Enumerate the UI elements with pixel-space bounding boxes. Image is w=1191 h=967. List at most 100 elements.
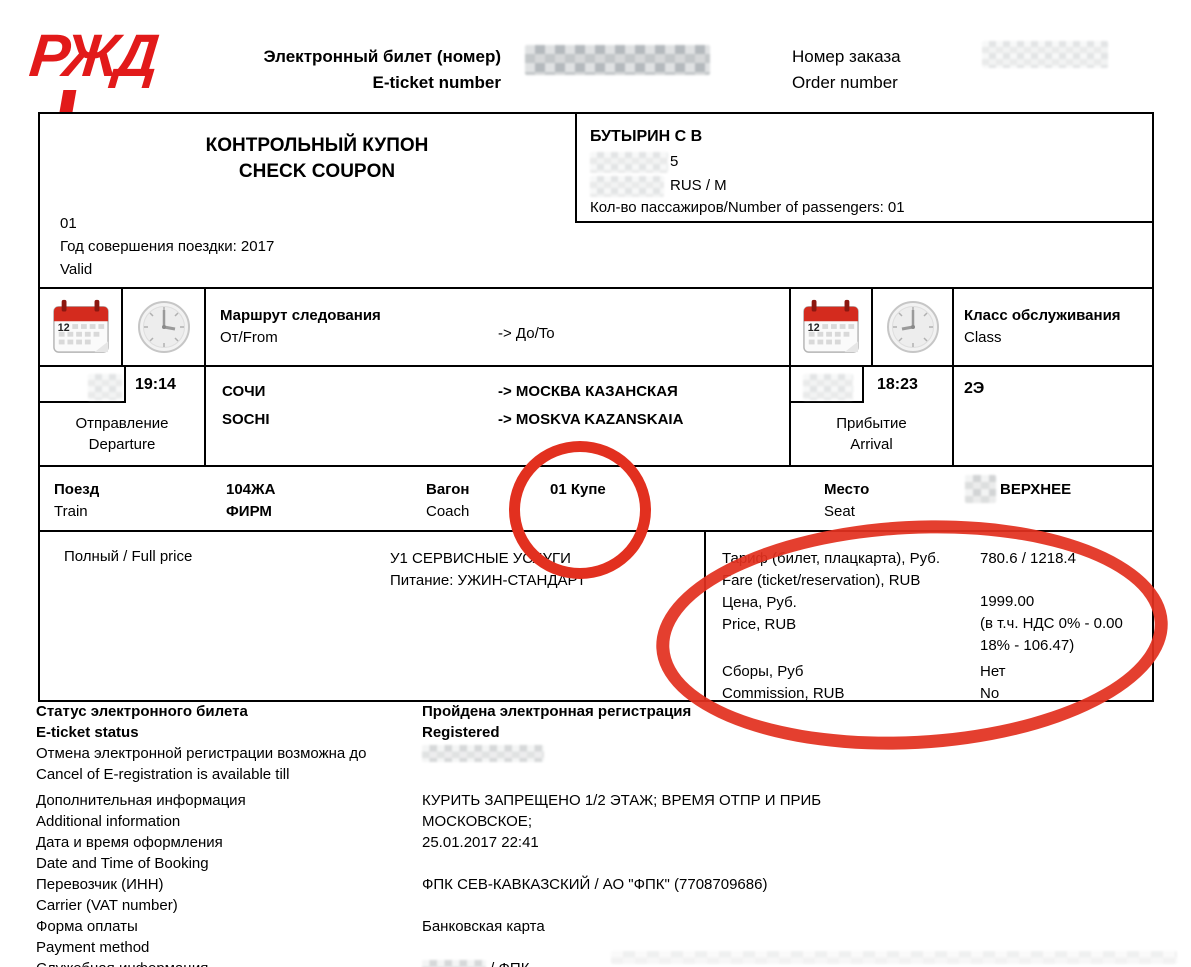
clock-icon <box>123 289 204 365</box>
booking-label-ru: Дата и время оформления <box>36 834 223 851</box>
eticket-label-en: E-ticket number <box>372 73 501 92</box>
fare-type: Полный / Full price <box>64 548 193 565</box>
divider <box>124 367 126 403</box>
eticket-number-redacted <box>525 45 710 75</box>
class-value: 2Э <box>964 380 985 397</box>
departure-label-ru: Отправление <box>75 415 169 432</box>
registered-ru: Пройдена электронная регистрация <box>422 703 692 720</box>
order-number-label: Номер заказа Order number <box>792 44 1012 96</box>
class-label-ru: Класс обслуживания <box>964 307 1121 324</box>
fees-label-en: Commission, RUB <box>722 685 845 702</box>
price-label-ru: Цена, Руб. <box>722 594 797 611</box>
additional-info-1: КУРИТЬ ЗАПРЕЩЕНО 1/2 ЭТАЖ; ВРЕМЯ ОТПР И … <box>422 792 822 809</box>
arrival-label-en: Arrival <box>850 436 893 453</box>
origin-en: SOCHI <box>222 411 270 428</box>
coupon-title: КОНТРОЛЬНЫЙ КУПОН CHECK COUPON <box>152 133 482 185</box>
arrival-date-redacted <box>803 374 853 400</box>
tariff-label-en: Fare (ticket/reservation), RUB <box>722 572 921 589</box>
registered-en: Registered <box>422 724 500 741</box>
rzd-logo: РЖД <box>26 22 159 89</box>
payment-label-ru: Форма оплаты <box>36 918 138 935</box>
passenger-box: БУТЫРИН С В 5 RUS / M Кол-во пассажиров/… <box>575 112 1154 223</box>
train-number: 104ЖА <box>226 481 276 498</box>
coupon-meta: 01 Год совершения поездки: 2017 Valid <box>60 212 274 281</box>
coupon-seq: 01 <box>60 215 77 232</box>
passenger-doc-redacted-1 <box>590 152 668 173</box>
tariff-value: 780.6 / 1218.4 <box>980 550 1076 567</box>
eticket-number-label: Электронный билет (номер) E-ticket numbe… <box>233 44 501 96</box>
arrival-calendar-cell: 12 <box>789 287 873 367</box>
annotation-circle-coach <box>509 441 651 579</box>
carrier-value: ФПК СЕВ-КАВКАЗСКИЙ / АО "ФПК" (770870968… <box>422 876 768 893</box>
seat-value: ВЕРХНЕЕ <box>1000 481 1072 498</box>
fees-value-ru: Нет <box>980 663 1006 680</box>
departure-label: Отправление Departure <box>40 413 204 455</box>
status-label-en: E-ticket status <box>36 724 139 741</box>
arrival-time: 18:23 <box>877 376 918 393</box>
cancel-deadline-redacted <box>422 745 544 762</box>
departure-calendar-cell: 12 <box>38 287 123 367</box>
departure-date-redacted <box>88 374 122 400</box>
cancel-deadline-redacted-line <box>422 743 1062 764</box>
status-right-column: Пройдена электронная регистрация Registe… <box>422 701 1062 967</box>
order-label-ru: Номер заказа <box>792 47 901 66</box>
cancel-label-ru: Отмена электронной регистрации возможна … <box>36 745 367 762</box>
service-info-line: / ФПК <box>422 958 1062 967</box>
fare-left-cell: Полный / Full price У1 СЕРВИСНЫЕ УСЛУГИ … <box>38 530 706 702</box>
route-from-label: От/From <box>220 329 278 346</box>
arrival-cell: 18:23 Прибытие Arrival <box>789 365 954 467</box>
svg-text:12: 12 <box>57 322 69 334</box>
additional-info-2: МОСКОВСКОЕ; <box>422 813 532 830</box>
seat-label-en: Seat <box>824 503 855 520</box>
passenger-doc-last-char: 5 <box>670 153 679 170</box>
fare-values-column: 780.6 / 1218.4 1999.00 (в т.ч. НДС 0% - … <box>980 548 1150 705</box>
train-label-ru: Поезд <box>54 481 100 498</box>
fees-value-en: No <box>980 685 1000 702</box>
status-label-ru: Статус электронного билета <box>36 703 248 720</box>
fees-label-ru: Сборы, Руб <box>722 663 804 680</box>
additional-label-en: Additional information <box>36 813 181 830</box>
arrival-label-ru: Прибытие <box>836 415 907 432</box>
payment-value: Банковская карта <box>422 918 545 935</box>
seat-label-ru: Место <box>824 481 870 498</box>
spacer <box>422 895 1062 916</box>
origin-ru: СОЧИ <box>222 383 266 400</box>
departure-label-en: Departure <box>88 436 156 453</box>
destination-en: -> MOSKVA KAZANSKAIA <box>498 411 684 428</box>
coach-label-ru: Вагон <box>426 481 470 498</box>
service-info-redacted <box>422 960 486 967</box>
order-label-en: Order number <box>792 73 898 92</box>
passenger-count: Кол-во пассажиров/Number of passengers: … <box>590 199 905 216</box>
payment-label-en: Payment method <box>36 939 150 956</box>
order-number-redacted <box>982 41 1108 68</box>
arrival-clock-cell <box>871 287 954 367</box>
status-left-column: Статус электронного билета E-ticket stat… <box>36 701 416 967</box>
service-info-suffix: / ФПК <box>490 960 529 967</box>
class-value-cell: 2Э <box>952 365 1154 467</box>
coupon-title-en: CHECK COUPON <box>238 161 396 182</box>
arrival-label: Прибытие Arrival <box>791 413 952 455</box>
tariff-label-ru: Тариф (билет, плацкарта), Руб. <box>722 550 941 567</box>
passenger-citizenship: RUS / M <box>670 177 727 194</box>
additional-label-ru: Дополнительная информация <box>36 792 246 809</box>
carrier-label-ru: Перевозчик (ИНН) <box>36 876 164 893</box>
calendar-icon: 12 <box>40 289 121 365</box>
coupon-title-ru: КОНТРОЛЬНЫЙ КУПОН <box>205 135 429 156</box>
vat-line-1: (в т.ч. НДС 0% - 0.00 <box>980 615 1123 632</box>
cancel-label-en: Cancel of E-registration is available ti… <box>36 766 290 783</box>
class-header-cell: Класс обслуживания Class <box>952 287 1154 367</box>
booking-label-en: Date and Time of Booking <box>36 855 209 872</box>
route-cities-cell: СОЧИ SOCHI -> МОСКВА КАЗАНСКАЯ -> MOSKVA… <box>204 365 791 467</box>
vat-line-2: 18% - 106.47) <box>980 637 1075 654</box>
carrier-label-en: Carrier (VAT number) <box>36 897 178 914</box>
divider <box>40 401 126 403</box>
divider <box>791 401 864 403</box>
spacer <box>422 764 1062 785</box>
train-category: ФИРМ <box>226 503 272 520</box>
eticket-label-ru: Электронный билет (номер) <box>263 47 501 66</box>
coupon-year: Год совершения поездки: 2017 <box>60 238 275 255</box>
calendar-icon: 12 <box>791 289 871 365</box>
destination-ru: -> МОСКВА КАЗАНСКАЯ <box>498 383 678 400</box>
train-label-en: Train <box>54 503 88 520</box>
